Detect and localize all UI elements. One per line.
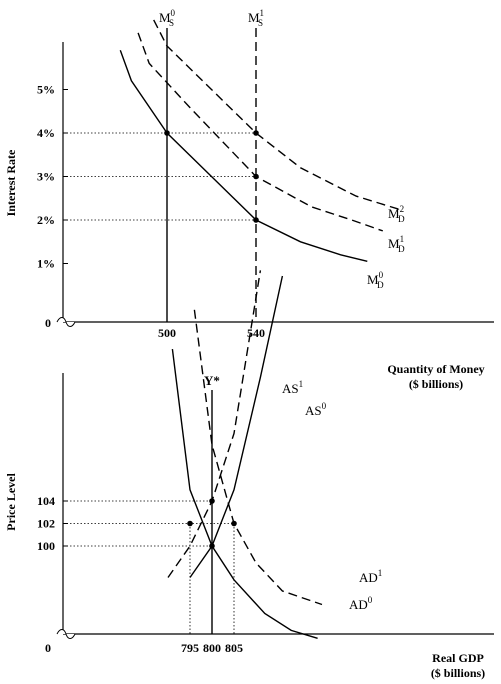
- equilibrium-point: [209, 498, 215, 504]
- aggregate-demand-label: AD1: [359, 568, 382, 585]
- aggregate-supply-label: AS0: [305, 401, 327, 418]
- y-tick-label: 102: [37, 517, 55, 531]
- y-axis-title: Price Level: [4, 473, 18, 531]
- adas-panel: 0 Price Level Real GDP ($ billions) Y* 1…: [4, 270, 494, 680]
- aggregate-supply-label: AS1: [282, 379, 303, 396]
- x-axis-unit: ($ billions): [409, 377, 463, 391]
- origin-label: 0: [45, 316, 51, 330]
- aggregate-supply-curve: [189, 275, 284, 578]
- y-tick-label: 2%: [37, 213, 55, 227]
- money-supply-label: M1 S: [248, 8, 264, 28]
- money-demand-label: M1 D: [388, 234, 405, 254]
- y-tick-label: 3%: [37, 170, 55, 184]
- y-axis-title: Interest Rate: [4, 149, 18, 216]
- x-axis-title: Real GDP: [432, 651, 484, 665]
- y-tick-label: 1%: [37, 257, 55, 271]
- x-tick-label: 795: [181, 641, 199, 655]
- money-demand-label: M0 D: [367, 270, 384, 290]
- money-demand-curve: [153, 19, 399, 210]
- x-tick-label: 540: [247, 326, 265, 340]
- equilibrium-point: [164, 130, 170, 136]
- equilibrium-point: [231, 520, 237, 527]
- money-demand-label: M2 D: [388, 204, 405, 224]
- equilibrium-point: [253, 173, 259, 180]
- equilibrium-point: [187, 520, 193, 527]
- equilibrium-point: [209, 543, 215, 549]
- y-tick-label: 5%: [37, 83, 55, 97]
- axis-break-mark: [56, 629, 76, 639]
- x-axis-unit: ($ billions): [431, 666, 485, 680]
- money-supply-label: M0 S: [159, 8, 176, 28]
- money-market-panel: 0 Interest Rate Quantity of Money ($ bil…: [4, 8, 494, 391]
- x-tick-label: 805: [225, 641, 243, 655]
- aggregate-demand-curve: [193, 309, 323, 606]
- equilibrium-point: [253, 217, 259, 223]
- x-tick-label: 500: [158, 326, 176, 340]
- money-demand-curve: [119, 50, 368, 262]
- aggregate-demand-curve: [171, 349, 318, 639]
- equilibrium-point: [253, 130, 259, 136]
- aggregate-demand-label: AD0: [349, 595, 373, 612]
- axis-break-mark: [56, 317, 76, 327]
- x-axis-title: Quantity of Money: [387, 362, 484, 376]
- x-tick-label: 800: [203, 641, 221, 655]
- y-tick-label: 4%: [37, 126, 55, 140]
- potential-output-label: Y*: [204, 373, 220, 388]
- money-demand-curve: [137, 32, 384, 232]
- origin-label: 0: [45, 641, 51, 655]
- y-tick-label: 100: [37, 539, 55, 553]
- y-tick-label: 104: [37, 494, 55, 508]
